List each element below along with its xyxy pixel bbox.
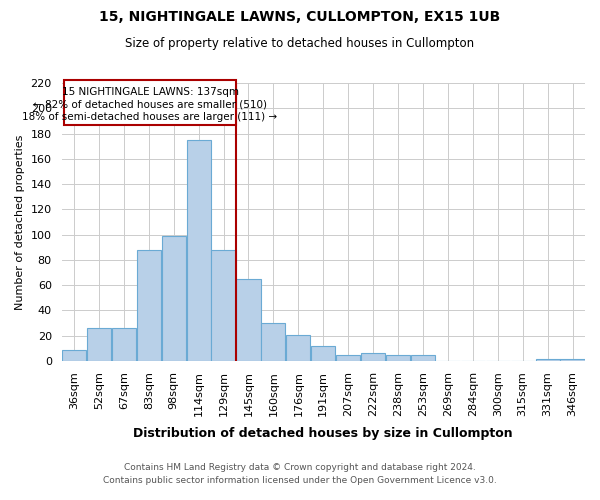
Bar xyxy=(87,328,111,361)
Y-axis label: Number of detached properties: Number of detached properties xyxy=(15,134,25,310)
Text: Size of property relative to detached houses in Cullompton: Size of property relative to detached ho… xyxy=(125,38,475,51)
Bar xyxy=(112,328,136,361)
Bar xyxy=(236,279,260,361)
Bar xyxy=(536,358,560,361)
FancyBboxPatch shape xyxy=(64,80,236,124)
Bar xyxy=(262,323,286,361)
Bar xyxy=(336,354,360,361)
Text: Contains HM Land Registry data © Crown copyright and database right 2024.: Contains HM Land Registry data © Crown c… xyxy=(124,464,476,472)
Bar xyxy=(211,250,236,361)
Bar xyxy=(361,354,385,361)
Bar xyxy=(286,334,310,361)
Text: 18% of semi-detached houses are larger (111) →: 18% of semi-detached houses are larger (… xyxy=(22,112,278,122)
Bar xyxy=(161,236,186,361)
X-axis label: Distribution of detached houses by size in Cullompton: Distribution of detached houses by size … xyxy=(133,427,513,440)
Text: Contains public sector information licensed under the Open Government Licence v3: Contains public sector information licen… xyxy=(103,476,497,485)
Bar xyxy=(411,354,435,361)
Bar xyxy=(386,354,410,361)
Text: 15, NIGHTINGALE LAWNS, CULLOMPTON, EX15 1UB: 15, NIGHTINGALE LAWNS, CULLOMPTON, EX15 … xyxy=(100,10,500,24)
Text: ← 82% of detached houses are smaller (510): ← 82% of detached houses are smaller (51… xyxy=(33,100,267,110)
Text: 15 NIGHTINGALE LAWNS: 137sqm: 15 NIGHTINGALE LAWNS: 137sqm xyxy=(62,87,239,97)
Bar xyxy=(311,346,335,361)
Bar xyxy=(137,250,161,361)
Bar xyxy=(560,358,584,361)
Bar xyxy=(62,350,86,361)
Bar xyxy=(187,140,211,361)
